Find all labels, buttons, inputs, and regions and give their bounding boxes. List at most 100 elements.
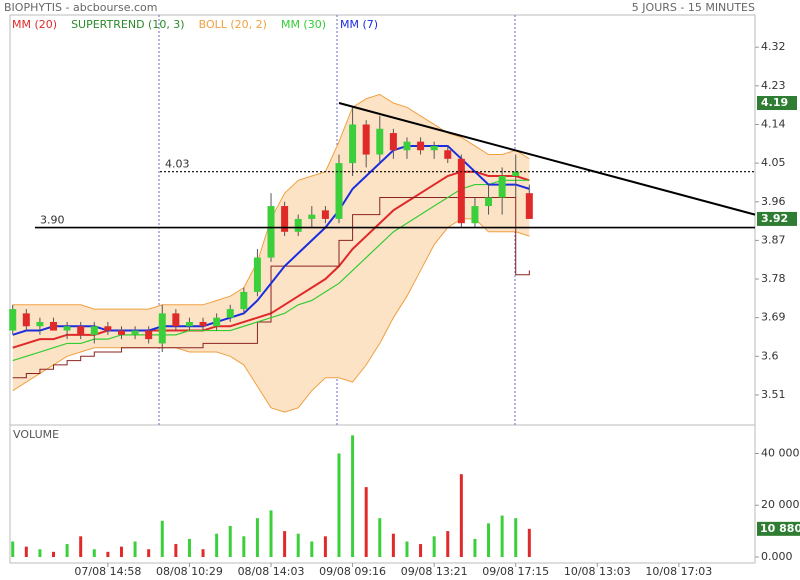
candle-body bbox=[430, 145, 438, 151]
legend-entry: MM (30) bbox=[281, 18, 326, 31]
x-tick-label: 07/08 14:58 bbox=[74, 565, 141, 578]
y-tick-label: 3.87 bbox=[761, 233, 786, 246]
volume-bar bbox=[446, 531, 450, 557]
candle-body bbox=[267, 206, 275, 258]
price-marker bbox=[757, 96, 797, 111]
volume-bar bbox=[106, 551, 110, 557]
volume-bar bbox=[133, 541, 137, 557]
x-tick-label: 08/08 14:03 bbox=[238, 565, 305, 578]
candle-body bbox=[104, 326, 112, 331]
candle-body bbox=[9, 309, 17, 331]
volume-bar bbox=[419, 544, 423, 557]
volume-bar bbox=[65, 544, 69, 557]
volume-bar bbox=[228, 525, 232, 557]
price-marker-label: 4.19 bbox=[761, 96, 788, 109]
chart-subtitle: 5 JOURS - 15 MINUTES bbox=[632, 1, 755, 14]
legend-entry: MM (7) bbox=[340, 18, 378, 31]
candle-body bbox=[253, 257, 261, 292]
y-tick-label: 3.78 bbox=[761, 272, 786, 285]
candle-body bbox=[498, 175, 506, 198]
volume-panel bbox=[9, 424, 756, 564]
candle-body bbox=[281, 206, 289, 232]
y-tick-label: 20 000 bbox=[761, 498, 800, 511]
volume-bar bbox=[310, 541, 314, 557]
volume-bar bbox=[283, 531, 287, 557]
volume-bar bbox=[323, 536, 327, 557]
bollinger-lower bbox=[12, 218, 530, 413]
y-tick-label: 3.51 bbox=[761, 388, 786, 401]
candle-body bbox=[335, 163, 343, 219]
volume-marker-label: 10 880 bbox=[760, 522, 800, 535]
volume-bar bbox=[38, 549, 42, 557]
candle-body bbox=[471, 206, 479, 224]
volume-bar bbox=[405, 541, 409, 557]
volume-bar bbox=[527, 528, 531, 557]
candle-body bbox=[485, 197, 493, 207]
legend-entry: BOLL (20, 2) bbox=[199, 18, 267, 31]
x-tick-label: 10/08 17:03 bbox=[645, 565, 712, 578]
x-tick-label: 09/08 13:21 bbox=[401, 565, 468, 578]
volume-bar bbox=[11, 541, 15, 557]
volume-bar bbox=[269, 510, 273, 557]
candle-body bbox=[145, 330, 153, 340]
volume-bar bbox=[24, 546, 28, 557]
volume-bar bbox=[500, 515, 504, 557]
price-marker-label: 3.92 bbox=[761, 212, 788, 225]
volume-bar bbox=[187, 538, 191, 557]
volume-bar bbox=[378, 518, 382, 557]
volume-bar bbox=[364, 487, 368, 557]
volume-bar bbox=[432, 536, 436, 557]
candle-body bbox=[226, 309, 234, 318]
volume-bar bbox=[160, 520, 164, 557]
candle-body bbox=[321, 210, 329, 219]
candle-body bbox=[90, 326, 98, 335]
candle-body bbox=[525, 193, 533, 219]
candle-body bbox=[131, 330, 139, 335]
level-label: 3.90 bbox=[40, 214, 65, 227]
legend-entry: SUPERTREND (10, 3) bbox=[71, 18, 185, 31]
moving-average bbox=[12, 179, 530, 362]
candle-body bbox=[199, 321, 207, 327]
x-tick-label: 09/08 17:15 bbox=[482, 565, 549, 578]
candle-body bbox=[213, 317, 221, 327]
volume-bar bbox=[174, 544, 178, 557]
trend-line bbox=[338, 102, 756, 216]
volume-bar bbox=[52, 551, 56, 557]
candle-body bbox=[294, 218, 302, 232]
candle-body bbox=[349, 124, 357, 164]
volume-marker bbox=[757, 521, 800, 536]
candle-body bbox=[50, 321, 58, 331]
volume-bar bbox=[147, 549, 151, 557]
x-tick-label: 08/08 10:29 bbox=[156, 565, 223, 578]
candle-body bbox=[158, 313, 166, 344]
candle-body bbox=[389, 133, 397, 151]
candle-body bbox=[362, 124, 370, 155]
price-marker bbox=[757, 211, 797, 226]
x-tick-label: 10/08 13:03 bbox=[564, 565, 631, 578]
volume-bar bbox=[201, 549, 205, 557]
y-tick-label: 4.32 bbox=[761, 40, 786, 53]
volume-bar bbox=[351, 435, 355, 557]
candle-body bbox=[185, 321, 193, 327]
volume-bar bbox=[514, 518, 518, 557]
volume-bar bbox=[337, 453, 341, 557]
x-tick-label: 09/08 09:16 bbox=[319, 565, 386, 578]
candle-body bbox=[77, 326, 85, 335]
volume-bar bbox=[296, 533, 300, 557]
volume-bar bbox=[92, 549, 96, 557]
volume-bar bbox=[459, 474, 463, 557]
moving-average bbox=[12, 144, 530, 336]
chart-title: BIOPHYTIS - abcbourse.com bbox=[4, 1, 157, 14]
volume-bar bbox=[487, 523, 491, 557]
y-tick-label: 4.14 bbox=[761, 117, 786, 130]
volume-bar bbox=[255, 518, 259, 557]
candle-body bbox=[117, 330, 125, 335]
volume-bar bbox=[391, 533, 395, 557]
y-tick-label: 3.6 bbox=[761, 349, 779, 362]
volume-bar bbox=[215, 533, 219, 557]
candle-body bbox=[240, 291, 248, 310]
candle-body bbox=[457, 158, 465, 224]
candle-body bbox=[172, 313, 180, 327]
legend-entry: MM (20) bbox=[12, 18, 57, 31]
y-tick-label: 0.000 bbox=[761, 550, 793, 563]
